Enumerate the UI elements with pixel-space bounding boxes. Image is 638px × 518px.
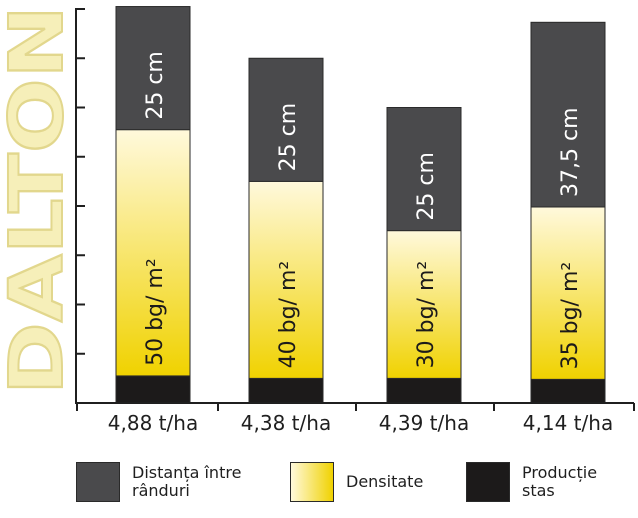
bar-label-density: 40 bg/ m² <box>276 261 301 369</box>
bar-segment-distance <box>115 6 191 131</box>
legend-swatch-production <box>466 462 510 502</box>
bar-segment-distance <box>248 57 324 182</box>
bar-label-distance: 25 cm <box>143 51 168 120</box>
bar-segment-production <box>248 377 324 404</box>
x-tick-label: 4,39 t/ha <box>379 411 469 435</box>
axes <box>75 8 635 411</box>
x-tick-label: 4,88 t/ha <box>108 411 198 435</box>
bar-segment-distance <box>386 107 462 232</box>
legend-item-production: Producție stas <box>466 462 597 502</box>
stacked-bar-chart: DALTON 50 bg/ m² 25 cm 4,88 t/ha 40 bg/ m² 2… <box>0 4 635 435</box>
bar-segment-production <box>386 377 462 404</box>
legend-label-production: Producție stas <box>522 463 598 500</box>
x-tick-label: 4,38 t/ha <box>241 411 331 435</box>
watermark-logo: DALTON <box>0 5 80 395</box>
legend-label-density: Densitate <box>346 472 424 491</box>
labels-layer: 50 bg/ m² 25 cm 4,88 t/ha 40 bg/ m² 25 cm 4,3… <box>108 51 613 435</box>
legend: Distanța între rânduri Densitate Producț… <box>0 458 638 518</box>
x-tick-label: 4,14 t/ha <box>523 411 613 435</box>
bar-label-distance: 25 cm <box>414 152 439 221</box>
bar-segment-density <box>115 129 191 377</box>
bar-label-distance: 25 cm <box>276 103 301 172</box>
bar-label-density: 30 bg/ m² <box>414 261 439 369</box>
bar-label-density: 35 bg/ m² <box>558 262 583 370</box>
legend-item-density: Densitate <box>290 462 423 502</box>
bar-segment-production <box>530 378 606 404</box>
bar-segment-production <box>115 375 191 404</box>
bar-segment-distance <box>530 21 606 208</box>
legend-swatch-distance <box>76 462 120 502</box>
bar-segment-density <box>530 206 606 380</box>
legend-swatch-density <box>290 462 334 502</box>
bars-layer <box>115 6 606 404</box>
bar-label-density: 50 bg/ m² <box>143 258 168 366</box>
bar-label-distance: 37,5 cm <box>558 107 583 197</box>
legend-label-distance: Distanța între rânduri <box>132 463 242 500</box>
bar-segment-density <box>386 230 462 379</box>
legend-item-distance: Distanța între rânduri <box>76 462 241 502</box>
